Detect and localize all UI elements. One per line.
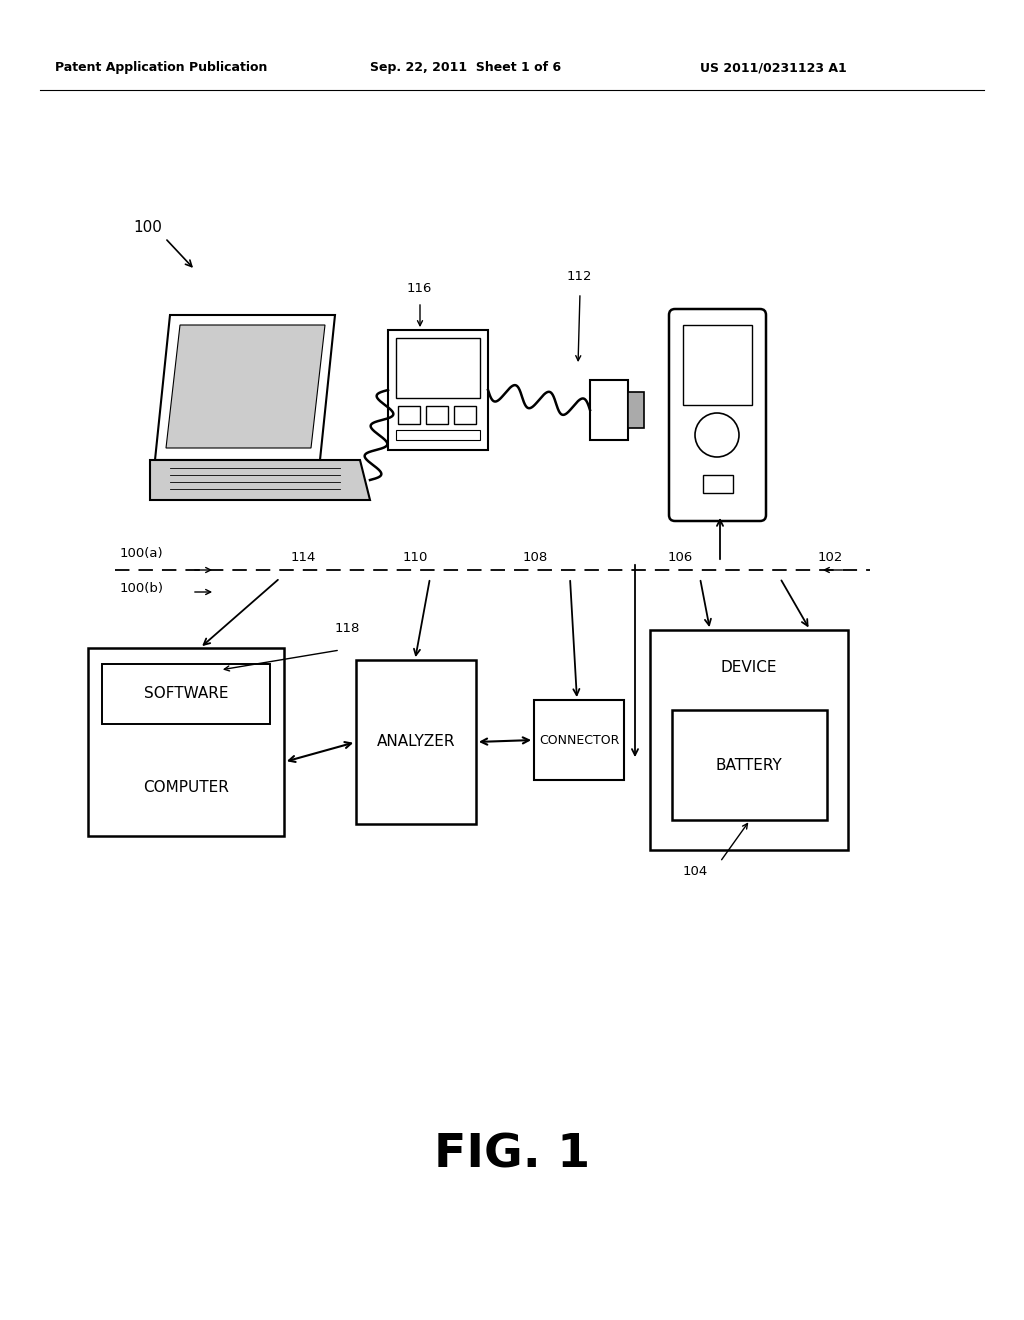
Text: DEVICE: DEVICE — [721, 660, 777, 676]
Text: 110: 110 — [402, 550, 428, 564]
Text: US 2011/0231123 A1: US 2011/0231123 A1 — [700, 62, 847, 74]
Bar — [628, 392, 644, 428]
Text: 100: 100 — [133, 220, 162, 235]
Text: BATTERY: BATTERY — [716, 758, 782, 772]
Text: 104: 104 — [683, 865, 709, 878]
Text: 116: 116 — [407, 282, 432, 294]
Bar — [683, 325, 752, 405]
Text: 100(b): 100(b) — [120, 582, 164, 595]
Bar — [650, 630, 848, 850]
Text: COMPUTER: COMPUTER — [143, 780, 229, 796]
Text: FIG. 1: FIG. 1 — [434, 1133, 590, 1177]
Bar — [88, 648, 284, 836]
Bar — [102, 664, 270, 723]
Text: CONNECTOR: CONNECTOR — [539, 734, 620, 747]
Bar — [534, 700, 624, 780]
Text: 108: 108 — [522, 550, 548, 564]
Bar — [396, 430, 480, 440]
FancyBboxPatch shape — [669, 309, 766, 521]
Bar — [590, 380, 628, 440]
Text: 112: 112 — [567, 271, 593, 282]
Text: ANALYZER: ANALYZER — [377, 734, 456, 750]
Text: 114: 114 — [291, 550, 315, 564]
Bar — [703, 475, 733, 492]
Bar — [396, 338, 480, 399]
Text: 106: 106 — [668, 550, 692, 564]
Polygon shape — [150, 459, 370, 500]
Text: Patent Application Publication: Patent Application Publication — [55, 62, 267, 74]
Text: 118: 118 — [335, 622, 360, 635]
Text: Sep. 22, 2011  Sheet 1 of 6: Sep. 22, 2011 Sheet 1 of 6 — [370, 62, 561, 74]
Bar — [356, 660, 476, 824]
Text: 100(a): 100(a) — [120, 546, 164, 560]
Text: 102: 102 — [817, 550, 843, 564]
Polygon shape — [166, 325, 325, 447]
Bar — [388, 330, 488, 450]
Bar — [426, 407, 449, 424]
Text: SOFTWARE: SOFTWARE — [143, 686, 228, 701]
Polygon shape — [155, 315, 335, 459]
Bar — [672, 710, 827, 820]
Bar — [398, 407, 420, 424]
Bar — [454, 407, 476, 424]
